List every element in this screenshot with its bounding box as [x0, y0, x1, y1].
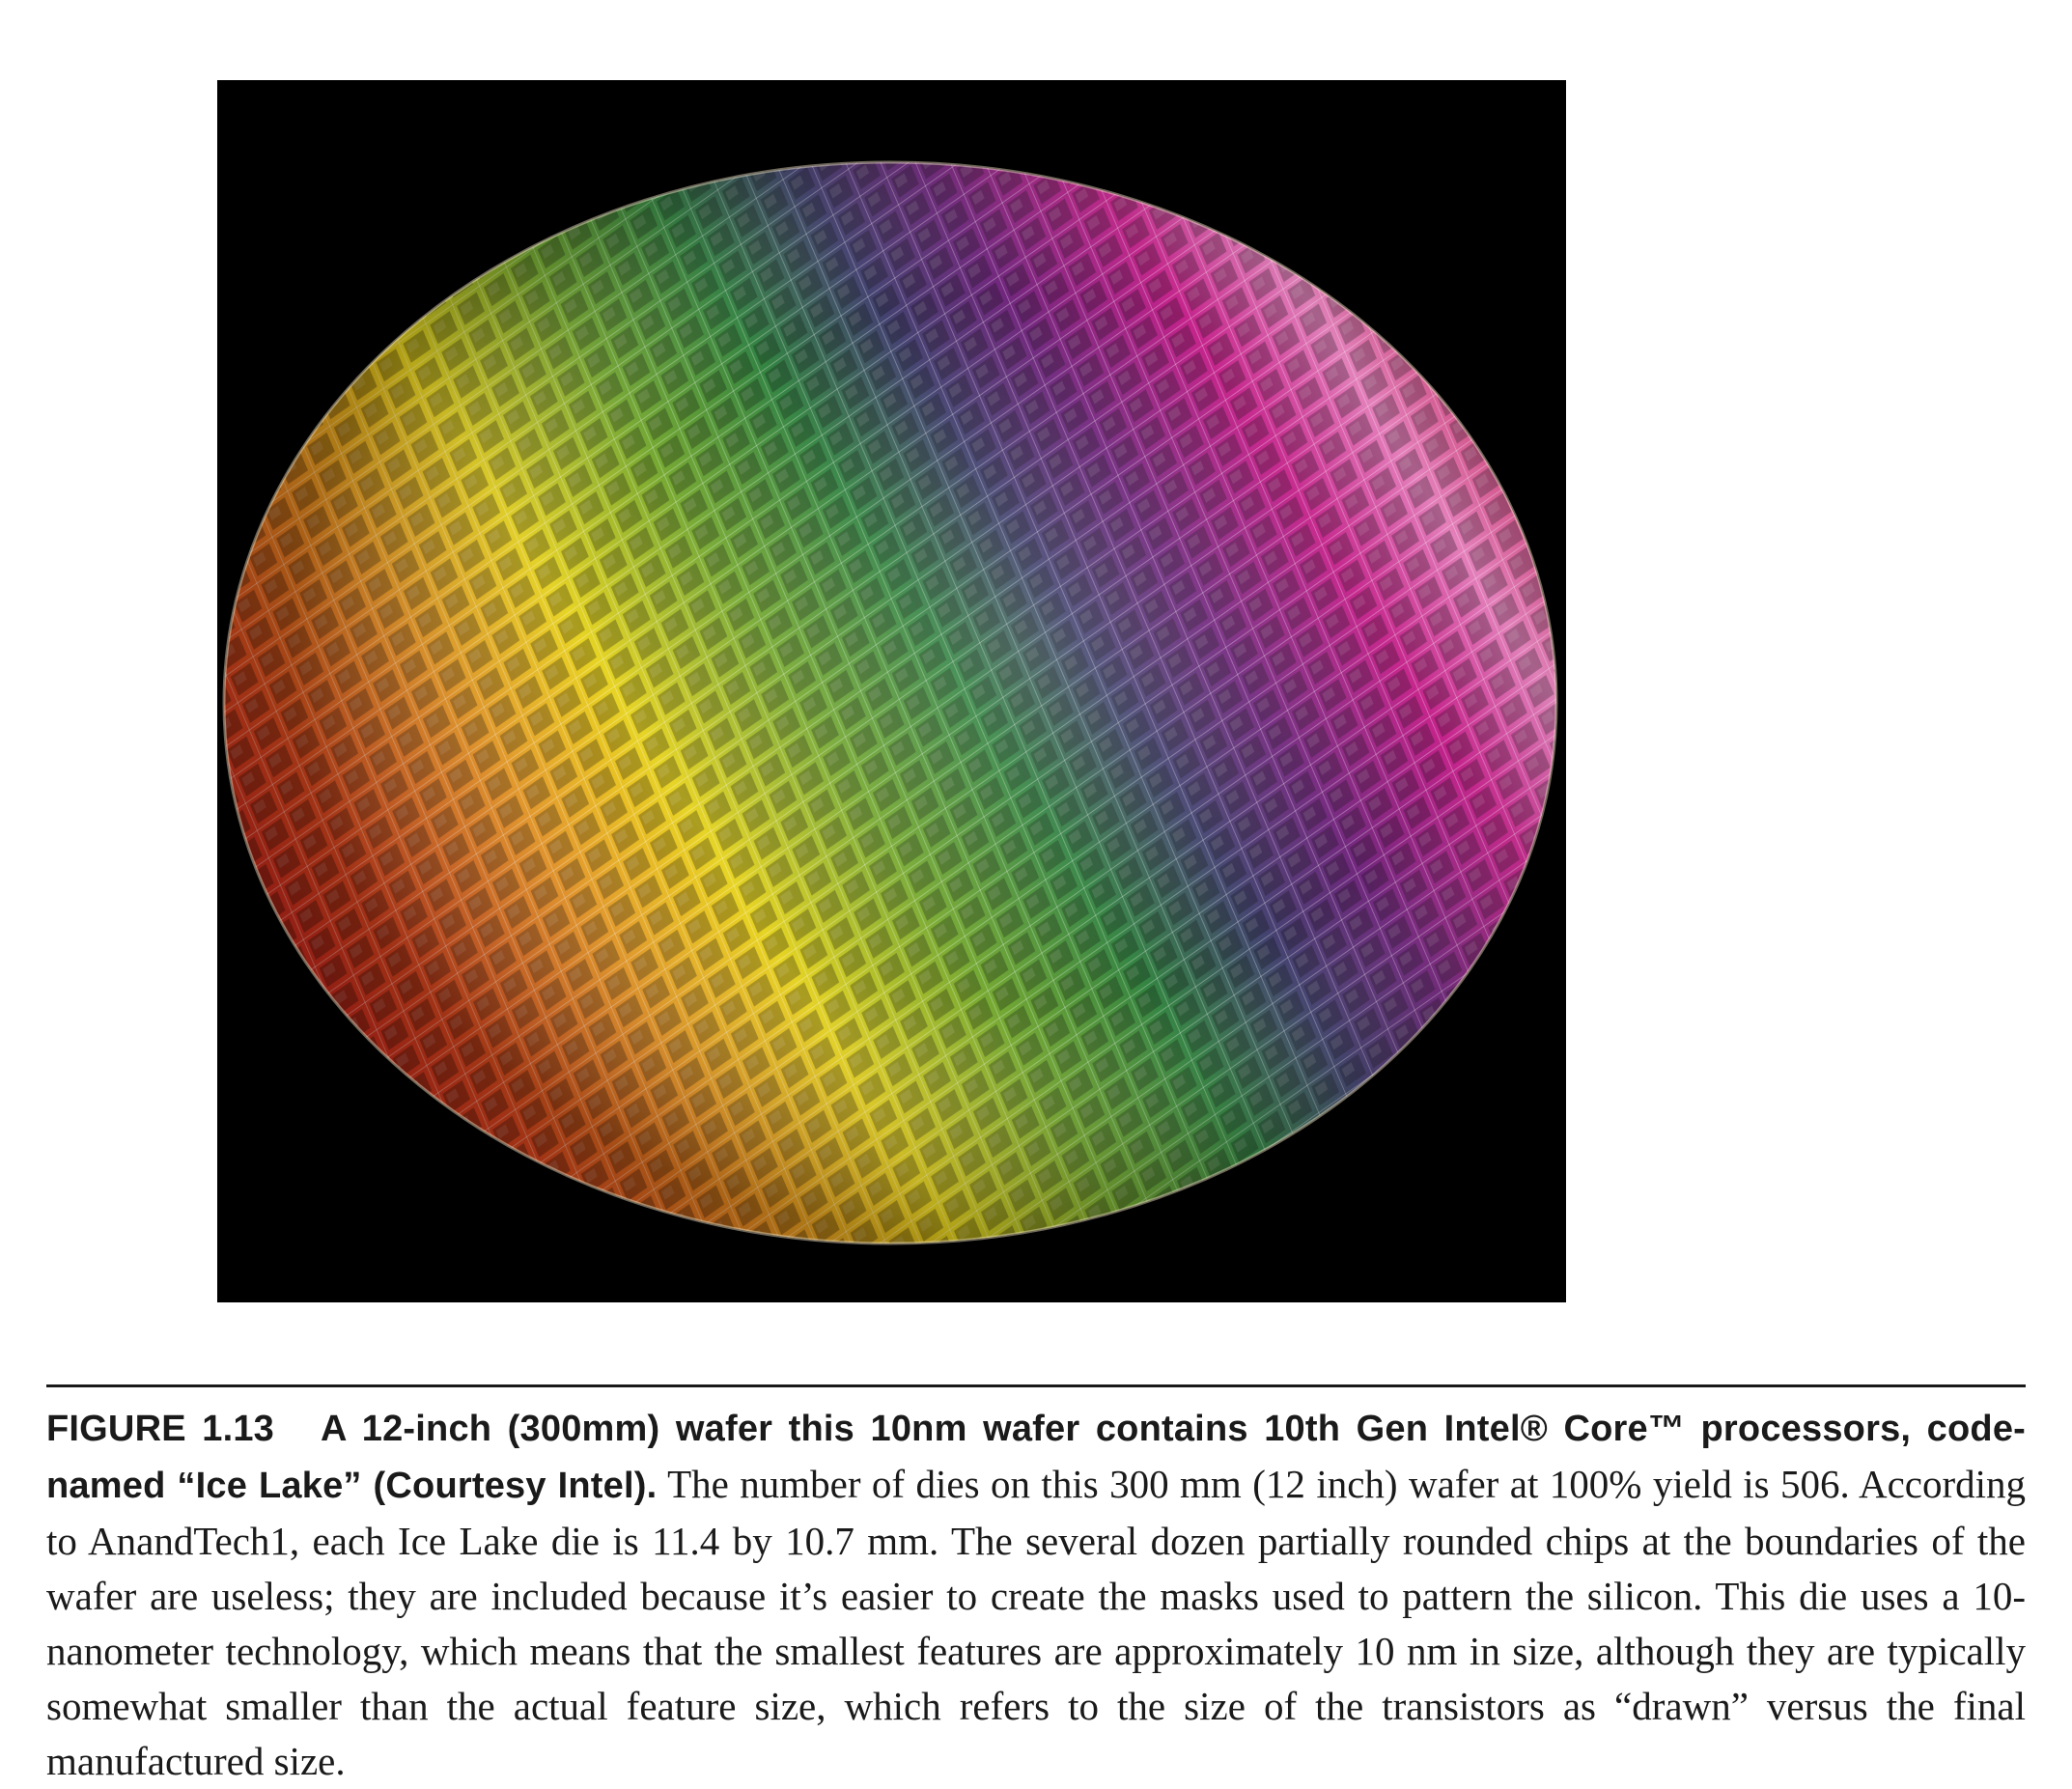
wafer-edge: [222, 160, 1558, 1245]
caption-rule: [46, 1384, 2026, 1387]
figure-caption: FIGURE 1.13 A 12-inch (300mm) wafer this…: [46, 1400, 2026, 1789]
figure-body: The number of dies on this 300 mm (12 in…: [46, 1462, 2027, 1783]
figure-label: FIGURE 1.13: [46, 1409, 275, 1449]
figure-title: A 12-inch (300mm) wafer this 10nm wafer …: [46, 1409, 2027, 1506]
wafer-illustration: [217, 80, 1566, 1302]
wafer-disc: [224, 162, 1556, 1244]
wafer-photo: [217, 80, 1566, 1302]
